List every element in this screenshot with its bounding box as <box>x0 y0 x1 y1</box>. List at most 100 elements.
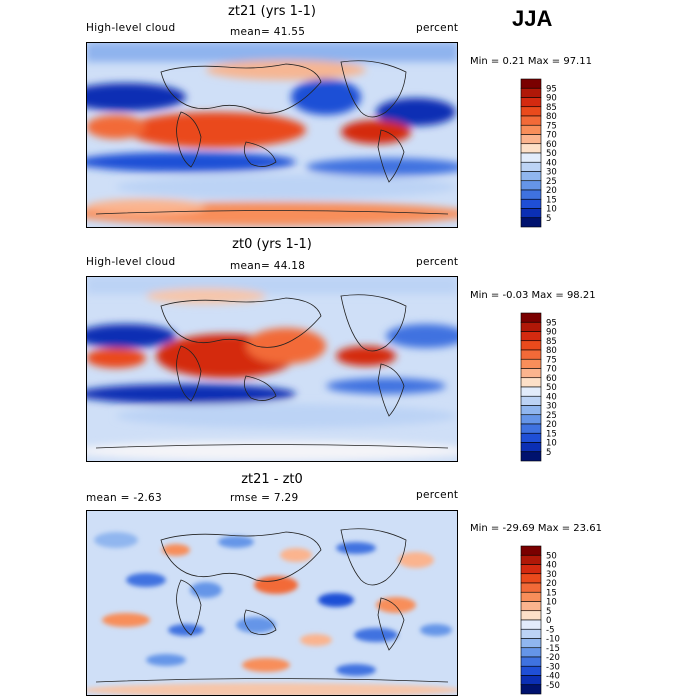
panel-1-coastlines <box>95 60 449 215</box>
colorbar-swatch <box>520 368 542 379</box>
colorbar-tick-label: 60 <box>546 374 557 384</box>
colorbar-tick-label: -20 <box>546 653 560 663</box>
colorbar-swatch <box>520 377 542 388</box>
panel-1-cloud-field <box>86 42 458 226</box>
colorbar-tick-label: 95 <box>546 318 557 328</box>
panel-2-mean-label: mean= 44.18 <box>230 260 306 272</box>
colorbar-swatch <box>520 591 542 602</box>
panel-3-map-frame <box>86 510 458 696</box>
panel-3-mean-label: mean = -2.63 <box>86 492 163 504</box>
colorbar-tick-label: 85 <box>546 337 557 347</box>
colorbar-swatch <box>520 619 542 630</box>
colorbar-swatch <box>520 217 542 228</box>
colorbar-tick-label: 60 <box>546 140 557 150</box>
colorbar-tick-label: 25 <box>546 411 557 421</box>
colorbar-swatch <box>520 442 542 453</box>
colorbar-tick-label: 25 <box>546 177 557 187</box>
colorbar-tick-label: 85 <box>546 103 557 113</box>
colorbar-tick-label: 50 <box>546 149 557 159</box>
colorbar-swatch <box>520 198 542 209</box>
panel-2-cloud-field <box>86 276 458 461</box>
colorbar-swatch <box>520 545 542 556</box>
colorbar-tick-label: 70 <box>546 365 557 375</box>
colorbar-swatch <box>520 340 542 351</box>
colorbar-swatch <box>520 161 542 172</box>
panel-1-units-label: percent <box>416 22 459 34</box>
colorbar-swatch <box>520 180 542 191</box>
colorbar-tick-label: 5 <box>546 448 551 458</box>
colorbar-swatch <box>520 601 542 612</box>
colorbar-swatch <box>520 124 542 135</box>
colorbar-swatch <box>520 628 542 639</box>
panel-1-minmax: Min = 0.21 Max = 97.11 <box>470 56 592 67</box>
colorbar-swatch <box>520 554 542 565</box>
colorbar-tick-label: 75 <box>546 121 557 131</box>
colorbar-tick-label: -10 <box>546 635 560 645</box>
colorbar-tick-label: -40 <box>546 672 560 682</box>
colorbar-swatch <box>520 171 542 182</box>
panel-1-map <box>86 42 458 228</box>
colorbar-swatch <box>520 358 542 369</box>
panel-3-minmax: Min = -29.69 Max = 23.61 <box>470 523 602 534</box>
colorbar-swatch <box>520 395 542 406</box>
colorbar-tick-label: 50 <box>546 551 557 561</box>
colorbar-swatch <box>520 78 542 89</box>
colorbar-tick-label: 20 <box>546 420 557 430</box>
panel-2-map-frame <box>86 276 458 462</box>
colorbar-tick-label: 90 <box>546 94 557 104</box>
colorbar-tick-label: 95 <box>546 84 557 94</box>
colorbar-tick-label: 30 <box>546 168 557 178</box>
panel-1-variable-label: High-level cloud <box>86 22 176 34</box>
colorbar-swatch <box>520 134 542 145</box>
colorbar-swatch <box>520 432 542 443</box>
colorbar-swatch <box>520 675 542 686</box>
colorbar-swatch <box>520 647 542 658</box>
season-label: JJA <box>512 6 553 31</box>
colorbar-tick-label: 0 <box>546 616 551 626</box>
colorbar-tick-label: 5 <box>546 214 551 224</box>
colorbar-swatch <box>520 97 542 108</box>
colorbar-swatch <box>520 573 542 584</box>
colorbar-swatch <box>520 414 542 425</box>
colorbar-swatch <box>520 106 542 117</box>
colorbar-tick-label: 40 <box>546 392 557 402</box>
colorbar-swatch <box>520 152 542 163</box>
colorbar-swatch <box>520 115 542 126</box>
panel-2-variable-label: High-level cloud <box>86 256 176 268</box>
colorbar-tick-label: 30 <box>546 570 557 580</box>
panel-2-title: zt0 (yrs 1-1) <box>232 237 312 252</box>
panel-1-title: zt21 (yrs 1-1) <box>228 4 316 19</box>
panel-1-map-frame <box>86 42 458 228</box>
panel-3-rmse-label: rmse = 7.29 <box>230 492 299 504</box>
colorbar-tick-label: 70 <box>546 131 557 141</box>
colorbar-tick-label: 80 <box>546 346 557 356</box>
colorbar-swatch <box>520 321 542 332</box>
colorbar-swatch <box>520 564 542 575</box>
colorbar-tick-label: 5 <box>546 607 551 617</box>
colorbar-swatch <box>520 312 542 323</box>
panel-1-mean-label: mean= 41.55 <box>230 26 306 38</box>
colorbar-swatch <box>520 665 542 676</box>
colorbar-swatch <box>520 684 542 695</box>
colorbar-tick-label: 30 <box>546 402 557 412</box>
colorbar-tick-label: 40 <box>546 158 557 168</box>
colorbar-tick-label: 10 <box>546 205 557 215</box>
colorbar-swatch <box>520 423 542 434</box>
colorbar-tick-label: 15 <box>546 429 557 439</box>
colorbar-tick-label: -30 <box>546 662 560 672</box>
colorbar-tick-label: 75 <box>546 355 557 365</box>
colorbar-tick-label: 15 <box>546 195 557 205</box>
colorbar-swatch <box>520 451 542 462</box>
colorbar-swatch <box>520 331 542 342</box>
colorbar-tick-label: 20 <box>546 186 557 196</box>
panel-2-units-label: percent <box>416 256 459 268</box>
colorbar-tick-label: 50 <box>546 383 557 393</box>
panel-2-coastlines <box>95 294 449 449</box>
panel-2-minmax: Min = -0.03 Max = 98.21 <box>470 290 596 301</box>
colorbar-tick-label: -50 <box>546 681 560 691</box>
colorbar-swatch <box>520 143 542 154</box>
colorbar-swatch <box>520 405 542 416</box>
